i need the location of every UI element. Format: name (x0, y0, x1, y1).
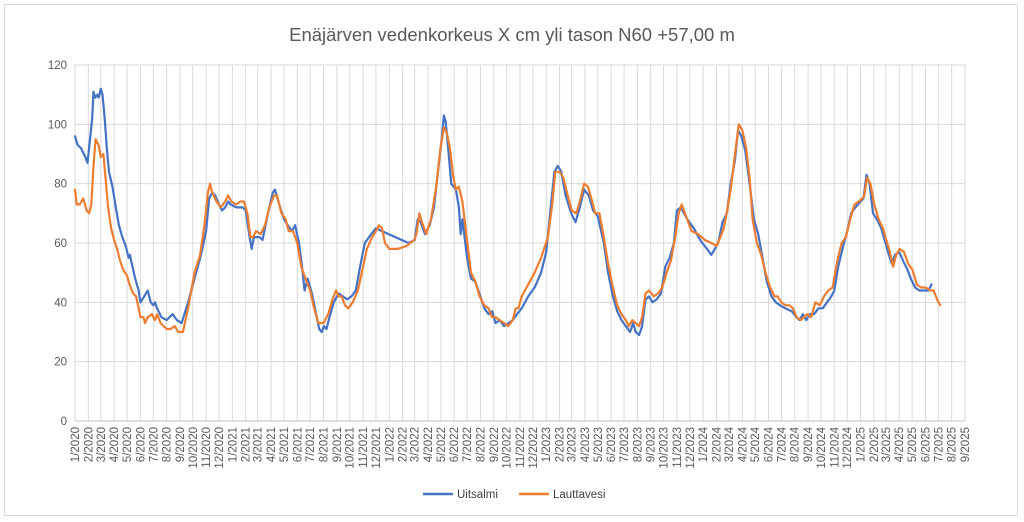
x-tick-label: 1/2021 (227, 427, 239, 462)
y-tick-label: 60 (54, 238, 67, 250)
x-tick-label: 1/2022 (384, 427, 396, 462)
x-tick-label: 12/2023 (685, 427, 697, 469)
x-tick-label: 8/2022 (475, 427, 487, 462)
x-tick-label: 2/2025 (869, 427, 881, 462)
series-line-lauttavesi (73, 123, 942, 334)
x-tick-label: 11/2022 (515, 427, 527, 468)
x-tick-label: 2/2023 (555, 427, 567, 462)
x-tick-label: 7/2021 (305, 427, 317, 462)
x-tick-label: 7/2024 (776, 426, 788, 462)
y-tick-label: 0 (61, 416, 67, 428)
x-tick-label: 11/2021 (358, 427, 370, 468)
x-tick-label: 2/2021 (241, 427, 253, 462)
x-tick-label: 5/2023 (593, 427, 605, 462)
x-tick-label: 3/2025 (881, 427, 893, 462)
x-tick-label: 11/2024 (829, 426, 841, 467)
x-tick-label: 3/2020 (96, 427, 108, 462)
x-tick-label: 5/2021 (279, 427, 291, 462)
y-tick-label: 80 (54, 179, 67, 191)
x-tick-label: 2/2020 (83, 427, 95, 462)
x-tick-label: 6/2022 (449, 427, 461, 462)
x-tick-label: 8/2025 (947, 427, 959, 462)
legend: Uitsalmi Lauttavesi (423, 489, 605, 501)
x-tick-label: 9/2022 (489, 427, 501, 462)
y-tick-label: 20 (54, 357, 67, 369)
x-tick-label: 7/2022 (462, 427, 474, 462)
x-tick-label: 10/2022 (502, 427, 514, 469)
legend-label-uitsalmi: Uitsalmi (457, 489, 498, 501)
x-tick-label: 9/2025 (960, 427, 972, 462)
x-tick-label: 4/2023 (580, 427, 592, 462)
x-tick-label: 4/2025 (894, 427, 906, 462)
y-tick-label: 40 (54, 297, 67, 309)
x-tick-label: 4/2020 (109, 427, 121, 462)
x-tick-label: 1/2020 (70, 427, 82, 462)
x-tick-label: 12/2022 (528, 427, 540, 469)
x-tick-label: 6/2023 (606, 427, 618, 462)
x-tick-label: 5/2025 (907, 427, 919, 462)
x-tick-label: 10/2020 (188, 427, 200, 469)
x-tick-label: 2/2024 (711, 426, 723, 462)
x-tick-label: 4/2021 (266, 427, 278, 462)
x-tick-label: 9/2023 (646, 427, 658, 462)
x-tick-label: 9/2020 (175, 427, 187, 462)
x-tick-label: 6/2021 (292, 427, 304, 462)
x-tick-label: 12/2024 (842, 426, 854, 468)
x-tick-label: 6/2020 (135, 427, 147, 462)
series-layer (73, 87, 942, 337)
x-tick-label: 9/2024 (803, 426, 815, 462)
legend-label-lauttavesi: Lauttavesi (553, 489, 605, 501)
chart-frame (4, 4, 1018, 516)
series-line-uitsalmi (73, 87, 933, 337)
y-tick-label: 120 (48, 60, 67, 72)
x-tick-label: 3/2021 (253, 427, 265, 462)
x-tick-label: 7/2020 (148, 427, 160, 462)
x-tick-label: 8/2023 (632, 427, 644, 462)
x-tick-label: 5/2020 (122, 427, 134, 462)
x-tick-label: 4/2022 (423, 427, 435, 462)
x-tick-label: 1/2023 (541, 427, 553, 462)
x-tick-label: 12/2020 (214, 427, 226, 469)
x-tick-label: 10/2021 (345, 427, 357, 469)
x-tick-label: 4/2024 (737, 426, 749, 462)
x-tick-label: 3/2023 (567, 427, 579, 462)
x-tick-label: 7/2023 (619, 427, 631, 462)
x-tick-label: 12/2021 (371, 427, 383, 469)
x-tick-label: 2/2022 (398, 427, 410, 462)
x-tick-label: 7/2025 (933, 427, 945, 462)
x-tick-label: 3/2024 (724, 426, 736, 462)
y-tick-label: 100 (48, 119, 67, 131)
grid-layer (74, 64, 966, 422)
x-tick-label: 11/2020 (201, 427, 213, 468)
x-tick-label: 9/2021 (332, 427, 344, 462)
x-tick-label: 8/2024 (790, 426, 802, 462)
x-tick-label: 5/2024 (750, 426, 762, 462)
x-tick-label: 8/2021 (319, 427, 331, 462)
x-tick-label: 6/2025 (920, 427, 932, 462)
x-tick-label: 10/2023 (659, 427, 671, 469)
x-tick-label: 5/2022 (436, 427, 448, 462)
x-tick-label: 3/2022 (410, 427, 422, 462)
x-tick-label: 11/2023 (672, 427, 684, 468)
x-tick-label: 8/2020 (162, 427, 174, 462)
chart-title: Enäjärven vedenkorkeus X cm yli tason N6… (289, 24, 735, 45)
x-tick-label: 6/2024 (764, 426, 776, 462)
x-tick-label: 1/2025 (856, 427, 868, 462)
x-tick-label: 1/2024 (698, 426, 710, 462)
x-tick-label: 10/2024 (816, 426, 828, 468)
